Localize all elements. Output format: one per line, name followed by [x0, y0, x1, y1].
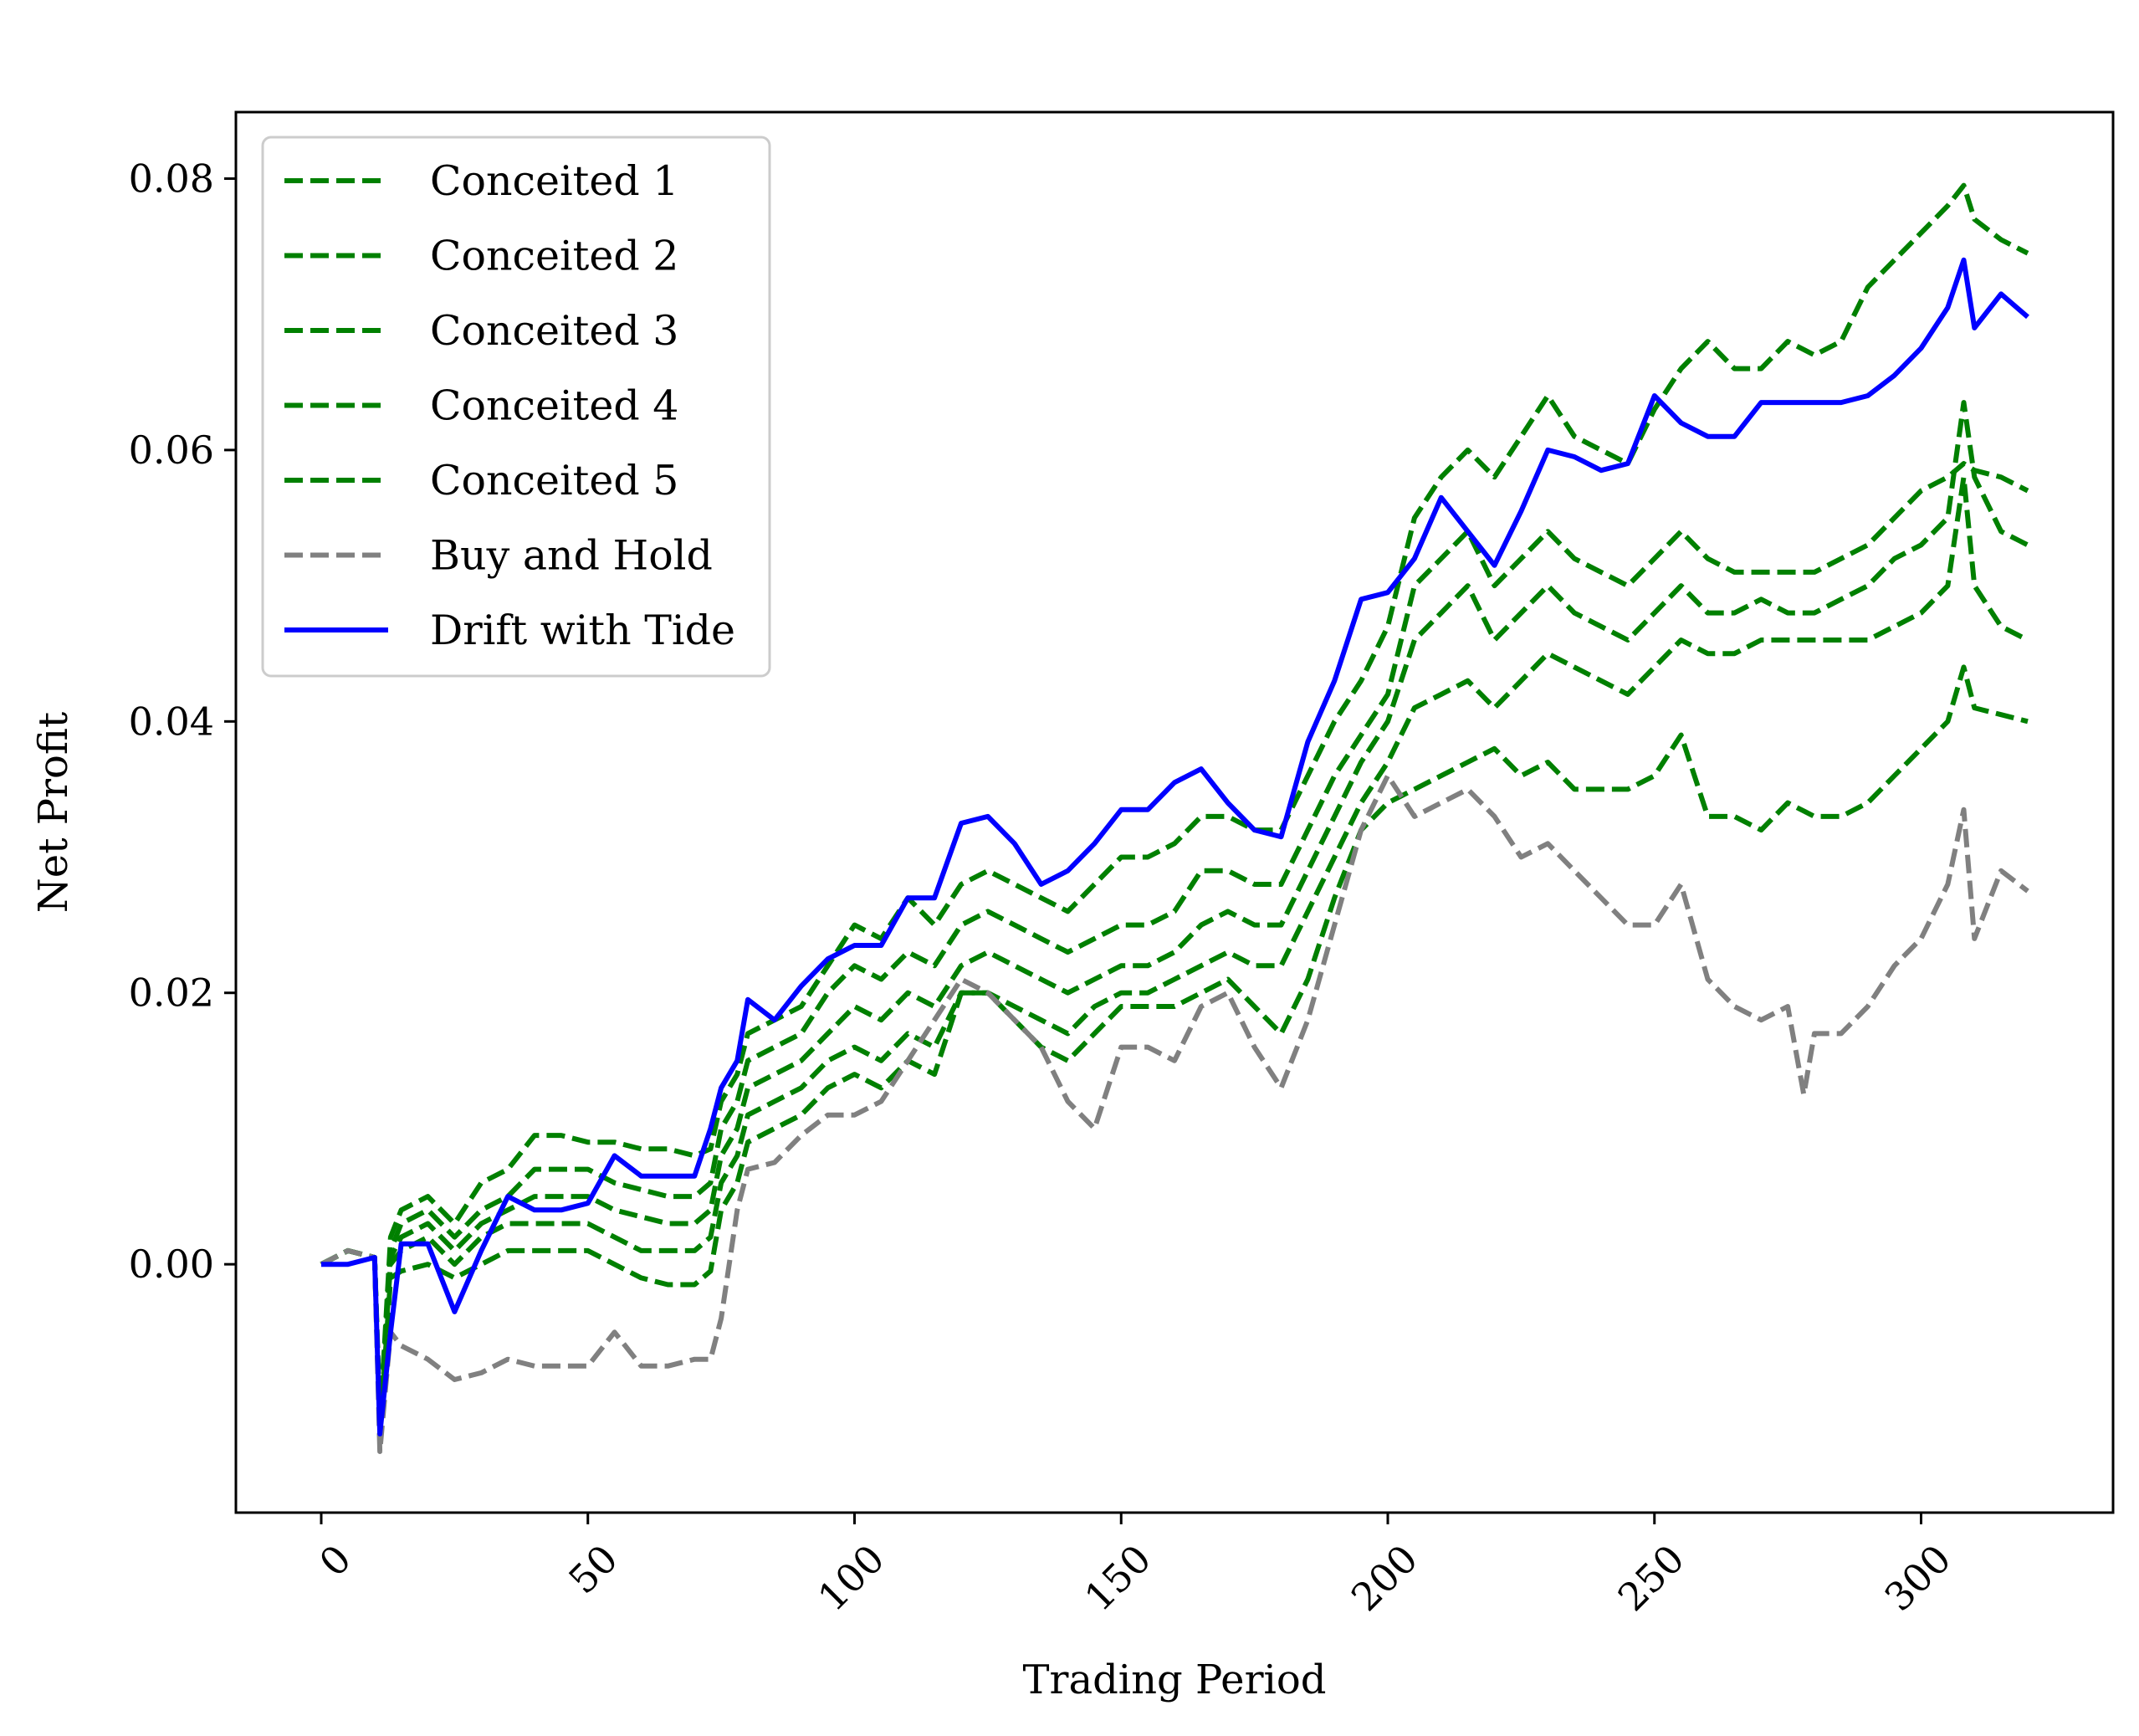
legend-label: Conceited 2 [430, 233, 678, 280]
y-axis: 0.00 0.02 0.04 0.06 0.08 [129, 156, 236, 1287]
legend-label: Conceited 4 [430, 382, 678, 430]
series-line-7 [321, 257, 2029, 1436]
legend-label: Conceited 1 [430, 157, 678, 205]
series-line-6 [320, 773, 2029, 1454]
series-line-4 [320, 474, 2029, 1416]
series-line-1 [320, 182, 2029, 1430]
x-axis-title: Trading Period [1022, 1657, 1326, 1703]
y-tick-label: 0.02 [129, 970, 214, 1016]
series-line-2 [320, 461, 2029, 1443]
y-tick-label: 0.08 [129, 156, 214, 201]
legend-label: Conceited 5 [430, 457, 678, 504]
legend-label: Conceited 3 [430, 307, 678, 355]
y-axis-title: Net Profit [30, 712, 77, 913]
legend-label: Drift with Tide [430, 607, 735, 654]
legend-label: Buy and Hold [430, 532, 713, 580]
y-tick-label: 0.06 [129, 428, 214, 473]
series-layer [320, 182, 2029, 1454]
y-tick-label: 0.04 [129, 699, 214, 744]
plot-frame [234, 110, 2115, 1514]
series-line-3 [320, 400, 2029, 1430]
series-line-5 [320, 664, 2029, 1436]
legend: Conceited 1 Conceited 2 Conceited 3 Conceit… [261, 136, 771, 678]
y-tick-label: 0.00 [129, 1242, 214, 1287]
legend-box [261, 136, 771, 678]
